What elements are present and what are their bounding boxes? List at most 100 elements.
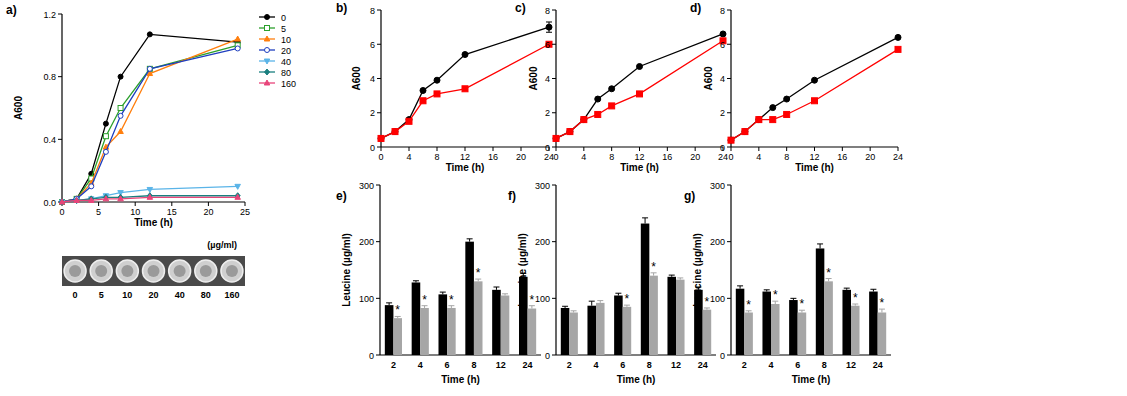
bar xyxy=(614,296,623,356)
marker xyxy=(265,15,270,20)
plot-data xyxy=(728,34,901,143)
marker xyxy=(103,194,108,200)
y-tick xyxy=(377,10,381,11)
bar xyxy=(474,281,483,355)
y-axis-label: A600 xyxy=(703,66,714,90)
x-tick xyxy=(786,147,787,151)
marker xyxy=(812,98,818,104)
y-tick xyxy=(376,298,380,299)
marker xyxy=(103,121,108,126)
x-tick xyxy=(381,147,382,151)
bar xyxy=(501,296,510,356)
well xyxy=(116,260,138,282)
y-tick xyxy=(552,78,556,79)
y-tick-label: 4 xyxy=(545,74,550,84)
x-axis-label: Time (h) xyxy=(620,162,659,173)
marker xyxy=(264,80,270,85)
well-center xyxy=(148,265,160,277)
marker xyxy=(147,66,152,71)
y-tick xyxy=(552,185,556,186)
series-line xyxy=(381,44,549,138)
bar xyxy=(869,292,878,355)
legend-label: 10 xyxy=(281,35,291,45)
y-tick-label: 300 xyxy=(535,181,550,191)
marker xyxy=(118,194,123,200)
x-tick xyxy=(814,147,815,151)
error-cap xyxy=(413,280,419,281)
y-tick xyxy=(727,147,731,148)
well-center xyxy=(95,265,107,277)
x-tick-label: 20 xyxy=(690,152,700,162)
error-bar xyxy=(645,218,646,224)
series-line xyxy=(62,39,238,202)
y-axis-label: A600 xyxy=(351,66,362,90)
marker xyxy=(420,98,426,104)
marker xyxy=(74,198,80,203)
marker xyxy=(265,48,270,53)
x-tick-label: 16 xyxy=(662,152,672,162)
y-tick xyxy=(727,355,731,356)
y-tick-label: 0.0 xyxy=(43,198,56,208)
y-tick-label: 200 xyxy=(710,237,725,247)
y-tick xyxy=(58,14,62,15)
y-tick xyxy=(727,112,731,113)
x-tick xyxy=(870,147,871,151)
marker xyxy=(378,135,384,141)
series-line xyxy=(62,34,238,202)
x-tick-label: 15 xyxy=(167,207,177,217)
x-axis-label: Time (h) xyxy=(617,374,656,385)
bar xyxy=(587,306,596,355)
y-tick-label: 200 xyxy=(535,237,550,247)
marker xyxy=(462,52,468,58)
series-line xyxy=(731,37,898,140)
x-tick-label: 24 xyxy=(893,152,903,162)
panel-title: e) xyxy=(336,189,347,203)
panel-title: c) xyxy=(515,1,526,15)
marker xyxy=(147,193,152,199)
y-axis xyxy=(555,185,556,355)
significance-mark: * xyxy=(705,295,710,309)
marker xyxy=(147,66,152,71)
bar xyxy=(816,248,825,355)
marker xyxy=(103,149,108,154)
line-chart: 02468A600Time (h)b)04812162024 xyxy=(336,1,554,173)
marker xyxy=(406,118,412,124)
bar xyxy=(878,313,887,356)
error-cap xyxy=(677,277,683,278)
x-tick-label: 20 xyxy=(203,207,213,217)
legend: 0510204080160 xyxy=(259,13,296,89)
significance-mark: * xyxy=(422,293,427,307)
well-plate xyxy=(62,256,245,286)
series-line xyxy=(62,186,238,202)
x-tick-label: 4 xyxy=(418,360,423,370)
marker xyxy=(89,197,95,202)
y-tick xyxy=(377,147,381,148)
marker xyxy=(264,59,270,64)
x-tick xyxy=(695,147,696,151)
bar xyxy=(641,224,650,355)
y-tick-label: 0 xyxy=(720,143,725,153)
well-label: 0 xyxy=(73,290,78,300)
y-tick xyxy=(552,44,556,45)
legend-label: 20 xyxy=(281,46,291,56)
x-tick-label: 6 xyxy=(795,360,800,370)
error-cap xyxy=(790,298,796,299)
y-tick-label: 8 xyxy=(370,6,375,16)
marker xyxy=(118,129,124,134)
y-axis-label: A600 xyxy=(13,96,24,120)
x-tick-label: 16 xyxy=(837,152,847,162)
y-tick xyxy=(727,241,731,242)
x-tick xyxy=(521,147,522,151)
marker xyxy=(742,129,748,135)
marker xyxy=(89,197,95,202)
marker xyxy=(895,46,901,52)
marker xyxy=(60,199,65,205)
plot-data xyxy=(736,244,886,355)
well xyxy=(143,260,165,282)
marker xyxy=(595,111,601,117)
marker xyxy=(147,194,153,199)
y-tick-label: 2 xyxy=(545,108,550,118)
x-tick-label: 12 xyxy=(846,360,856,370)
marker xyxy=(235,194,241,199)
line-chart: 02468A600Time (h)c)04812162024 xyxy=(515,1,728,173)
